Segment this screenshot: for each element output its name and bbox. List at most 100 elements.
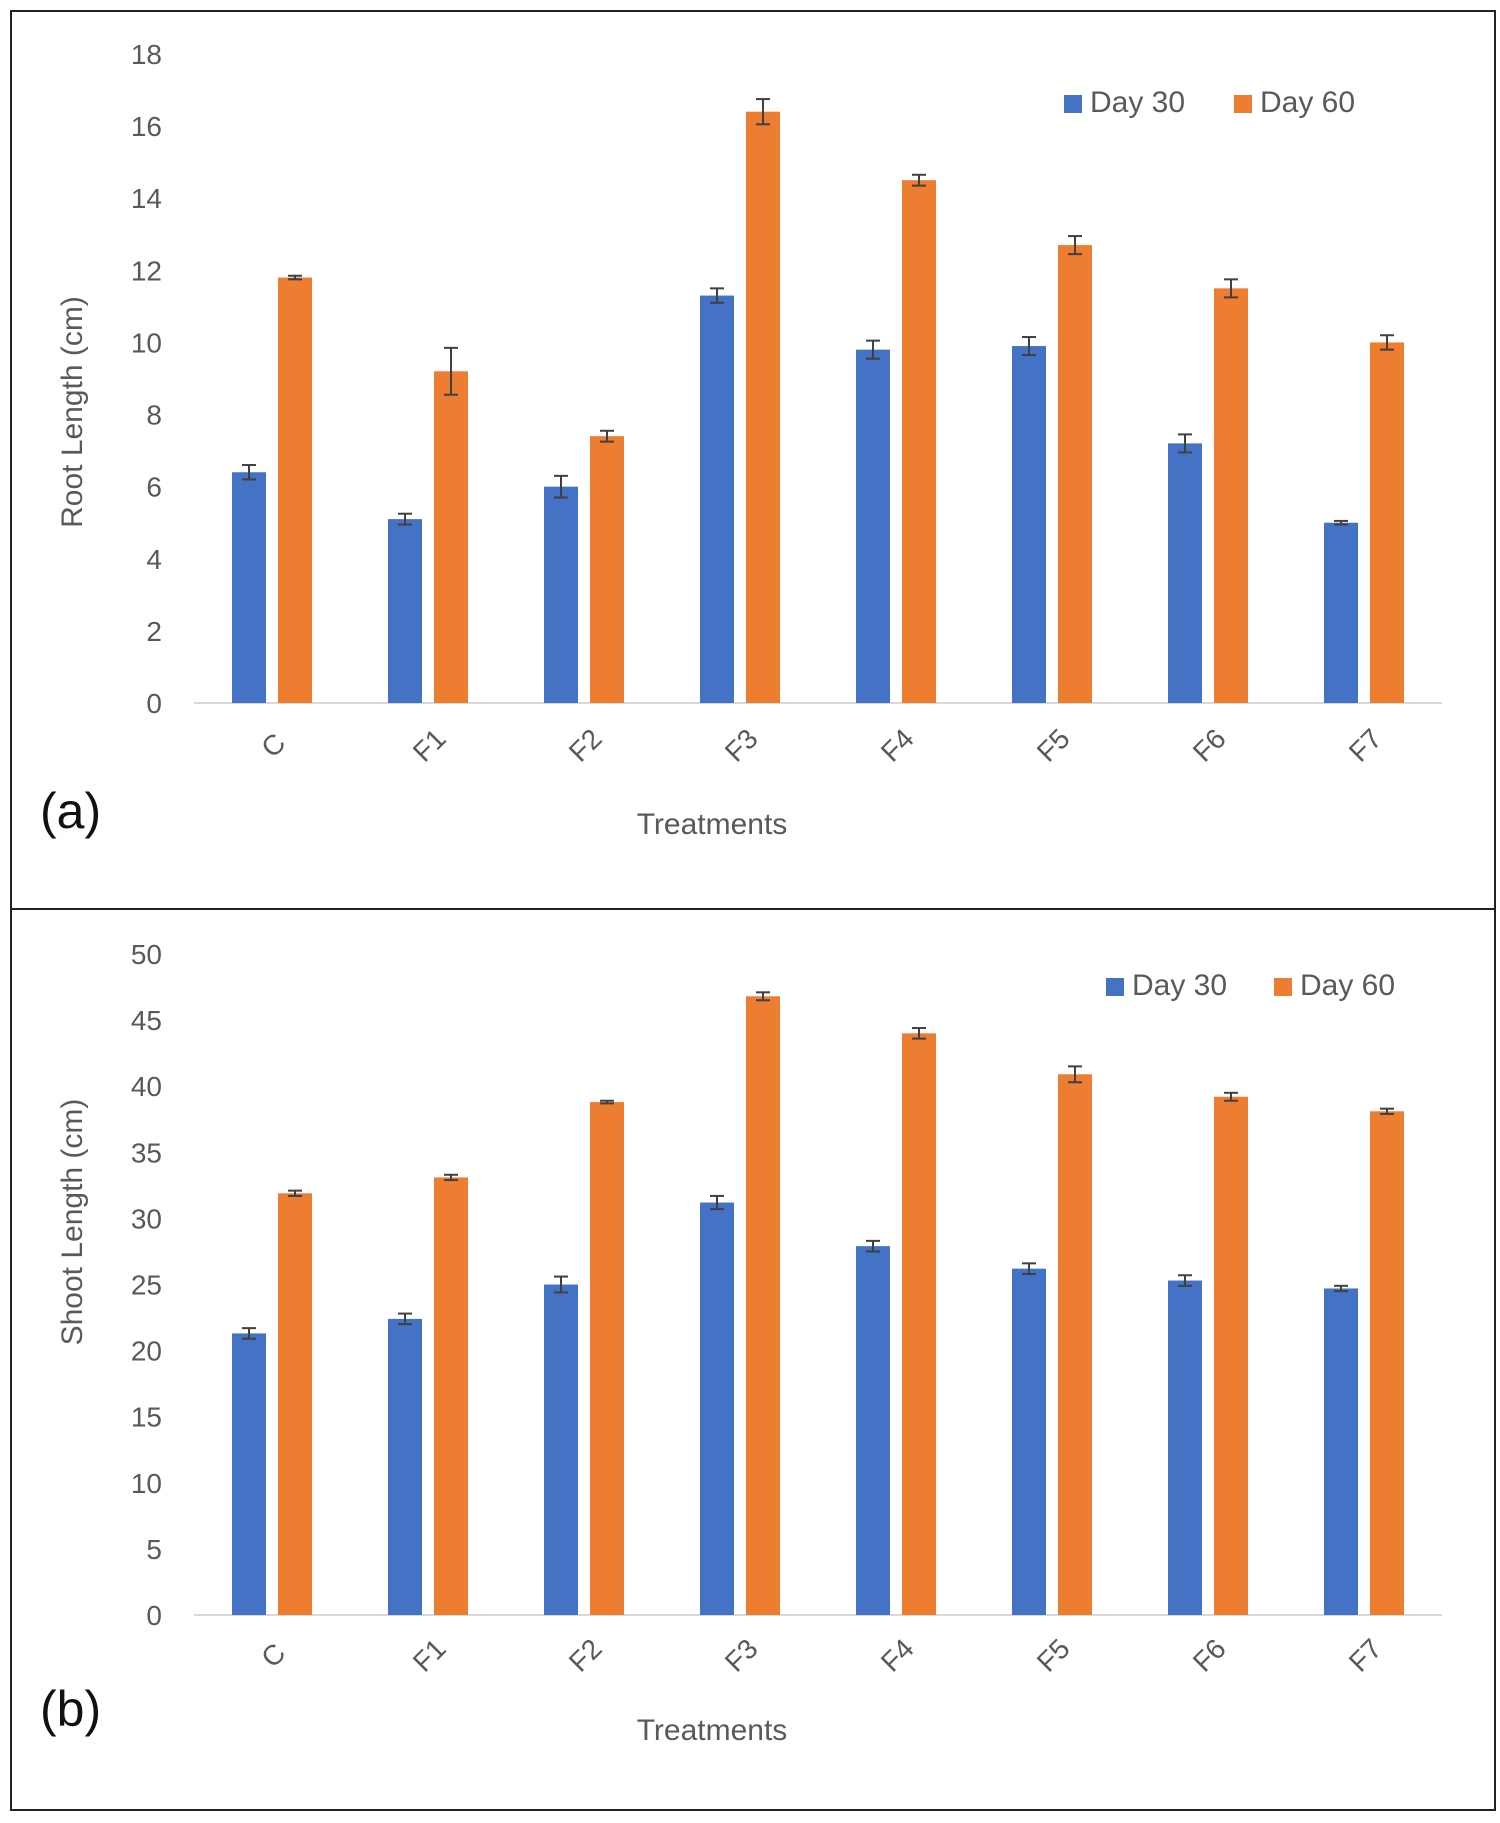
error-bar	[1178, 1274, 1192, 1287]
bar-day-30-f7	[1324, 522, 1358, 703]
bar-day-60-f7	[1370, 342, 1404, 703]
y-tick-label: 10	[131, 327, 162, 358]
bar-day-30-f3	[700, 295, 734, 703]
y-tick-label: 0	[146, 688, 162, 719]
bar-day-30-f2	[544, 486, 578, 703]
error-bar	[1022, 336, 1036, 357]
bar-day-60-c	[278, 1193, 312, 1615]
bar-day-30-f4	[856, 349, 890, 703]
error-bar	[1022, 1262, 1036, 1275]
bar-day-30-f5	[1012, 1268, 1046, 1615]
error-bar	[1334, 1284, 1348, 1293]
legend-label-day-60: Day 60	[1300, 969, 1395, 1002]
bar-day-30-f3	[700, 1202, 734, 1615]
error-bar	[1380, 334, 1394, 351]
y-tick-label: 8	[146, 400, 162, 431]
x-axis-title: Treatments	[637, 1714, 788, 1747]
y-tick-label: 10	[131, 1468, 162, 1499]
legend-label-day-30: Day 30	[1090, 86, 1185, 119]
bar-day-30-f6	[1168, 1280, 1202, 1615]
bar-day-60-f1	[434, 371, 468, 703]
error-bar	[554, 1275, 568, 1294]
error-bar	[756, 991, 770, 1002]
error-bar	[912, 1027, 926, 1040]
error-bar	[242, 1327, 256, 1340]
legend-swatch-day-30	[1106, 978, 1124, 996]
panel-label-b: (b)	[40, 1681, 102, 1737]
y-tick-label: 5	[146, 1534, 162, 1565]
x-tick-label: F7	[1343, 723, 1388, 768]
error-bar	[710, 1194, 724, 1211]
y-tick-label: 15	[131, 1402, 162, 1433]
y-axis-title: Root Length (cm)	[56, 296, 89, 528]
bar-day-60-f5	[1058, 1074, 1092, 1615]
bar-day-60-f6	[1214, 288, 1248, 703]
error-bar	[1380, 1107, 1394, 1115]
error-bar	[288, 1189, 302, 1197]
error-bar	[1224, 1091, 1238, 1102]
y-tick-label: 4	[146, 544, 162, 575]
error-bar	[710, 287, 724, 304]
error-bar	[1224, 278, 1238, 299]
root-length-chart: 0 2 4 6 8 10 12 14 16 18 C F1 F2 F3 F4 F5 F6 F7 Root Lengt…	[56, 39, 1442, 841]
bar-day-30-f2	[544, 1284, 578, 1615]
bar-day-60-c	[278, 277, 312, 703]
y-axis-title: Shoot Length (cm)	[56, 1099, 89, 1346]
bar-day-60-f4	[902, 1033, 936, 1615]
x-tick-label: F2	[563, 1633, 608, 1678]
x-tick-label: F1	[407, 1633, 452, 1678]
bar-day-60-f1	[434, 1177, 468, 1615]
error-bar	[444, 1173, 458, 1182]
bar-day-60-f6	[1214, 1096, 1248, 1615]
error-bar	[866, 339, 880, 360]
bar-day-30-f1	[388, 519, 422, 703]
y-tick-label: 20	[131, 1336, 162, 1367]
bar-day-30-f6	[1168, 443, 1202, 703]
x-tick-label: F7	[1343, 1633, 1388, 1678]
bar-day-30-f5	[1012, 346, 1046, 703]
y-tick-label: 14	[131, 183, 162, 214]
error-bar	[444, 346, 458, 396]
bar-day-60-f2	[590, 1102, 624, 1615]
bar-day-30-f1	[388, 1318, 422, 1615]
x-tick-label: C	[255, 1637, 291, 1673]
y-tick-label: 40	[131, 1071, 162, 1102]
error-bar	[912, 173, 926, 187]
bar-day-60-f3	[746, 996, 780, 1615]
panel-label-a: (a)	[40, 783, 102, 839]
y-tick-label: 25	[131, 1270, 162, 1301]
y-tick-label: 12	[131, 255, 162, 286]
error-bar	[600, 429, 614, 443]
x-tick-label: F6	[1187, 1633, 1232, 1678]
x-axis-title: Treatments	[637, 808, 788, 841]
x-tick-label: F4	[875, 723, 920, 768]
bar-day-60-f3	[746, 111, 780, 703]
error-bar	[554, 474, 568, 499]
error-bar	[1334, 519, 1348, 526]
y-tick-label: 30	[131, 1203, 162, 1234]
bar-day-60-f5	[1058, 245, 1092, 703]
x-tick-label: F3	[719, 723, 764, 768]
y-tick-label: 16	[131, 111, 162, 142]
x-tick-label: F2	[563, 723, 608, 768]
y-tick-label: 35	[131, 1137, 162, 1168]
error-bar	[866, 1239, 880, 1253]
x-tick-label: C	[255, 727, 291, 763]
bar-day-60-f2	[590, 436, 624, 703]
x-tick-label: F3	[719, 1633, 764, 1678]
bar-day-30-c	[232, 1333, 266, 1615]
y-tick-label: 18	[131, 39, 162, 70]
error-bar	[1068, 235, 1082, 256]
bar-day-60-f4	[902, 180, 936, 703]
x-tick-label: F5	[1031, 1633, 1076, 1678]
x-tick-label: F5	[1031, 723, 1076, 768]
error-bar	[398, 1312, 412, 1326]
y-tick-label: 2	[146, 616, 162, 647]
error-bar	[398, 512, 412, 526]
y-tick-label: 50	[131, 939, 162, 970]
legend-swatch-day-30	[1064, 95, 1082, 113]
panel-a-root-length: 0 2 4 6 8 10 12 14 16 18 C F1 F2 F3 F4 F5 F6 F7 Root Lengt…	[10, 10, 1496, 910]
error-bar	[756, 98, 770, 126]
panel-b-shoot-length: 0 5 10 15 20 25 30 35 40 45 50 C F1 F2 F3 F4 F5 F6 F7 Shoot…	[10, 908, 1496, 1811]
